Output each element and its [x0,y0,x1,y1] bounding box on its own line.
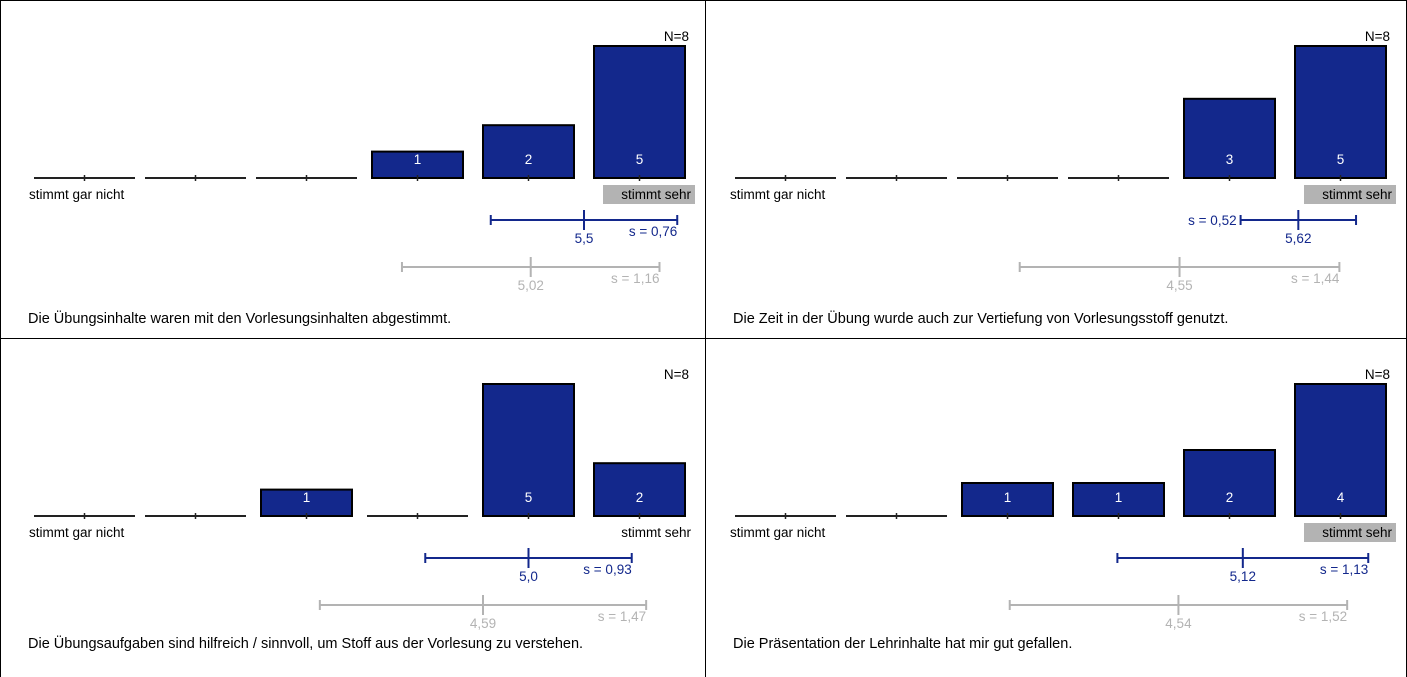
bar-4 [371,150,464,180]
bar-value-label: 2 [636,490,644,505]
chart-panel-1: N=8 1 2 5 stimmt gar nicht stimmt sehr 5,5 s = … [1,1,705,338]
right-label-highlight [1304,185,1396,204]
bar-3 [260,488,353,518]
bar-value-label: 5 [636,152,644,167]
bar-value-label: 1 [1115,490,1123,505]
bar-value-label: 1 [414,152,422,167]
chart-panel-3: N=8 1 5 2 stimmt gar nicht stimmt sehr 5,0 s = … [1,339,705,677]
n-label: N=8 [1365,29,1390,44]
bar-5 [1183,449,1276,517]
bar-5 [1183,97,1276,179]
chart-svg-4: N=8 1 1 2 4 stimmt gar nicht stimmt sehr 5,12 s … [730,367,1396,631]
bar-value-label: 4 [1337,490,1345,505]
question-text: Die Zeit in der Übung wurde auch zur Ver… [733,311,1229,327]
bar-value-label: 1 [303,490,311,505]
left-axis-label: stimmt gar nicht [29,187,125,202]
left-axis-label: stimmt gar nicht [730,525,826,540]
comparison-sd-label: s = 1,52 [1299,609,1347,624]
right-label-highlight [603,185,695,204]
right-axis-label: stimmt sehr [621,525,691,540]
bar-6 [1294,383,1387,517]
outer-border-top [0,0,1407,1]
bar-value-label: 2 [1226,490,1234,505]
comparison-mean-label: 4,59 [470,616,496,631]
bar-value-label: 5 [525,490,533,505]
bar-6 [593,462,686,517]
right-axis-label: stimmt sehr [1322,187,1392,202]
mean-mean-label: 5,0 [519,569,538,584]
right-axis-label: stimmt sehr [1322,525,1392,540]
mean-mean-label: 5,62 [1285,231,1311,246]
bar-5 [482,383,575,517]
bar-value-label: 5 [1337,152,1345,167]
right-axis-label: stimmt sehr [621,187,691,202]
bar-value-label: 1 [1004,490,1012,505]
chart-svg-2: N=8 3 5 stimmt gar nicht stimmt sehr 5,62 s = … [730,29,1396,293]
comparison-sd-label: s = 1,16 [611,271,659,286]
comparison-mean-label: 4,55 [1166,278,1192,293]
left-axis-label: stimmt gar nicht [730,187,826,202]
mean-sd-label: s = 0,76 [629,224,677,239]
question-text: Die Übungsaufgaben sind hilfreich / sinn… [28,636,584,652]
comparison-mean-label: 5,02 [518,278,544,293]
chart-svg-3: N=8 1 5 2 stimmt gar nicht stimmt sehr 5,0 s = … [29,367,691,631]
bar-5 [482,124,575,179]
bar-value-label: 2 [525,152,533,167]
question-text: Die Präsentation der Lehrinhalte hat mir… [733,636,1073,652]
n-label: N=8 [664,29,689,44]
horizontal-divider [0,338,1407,339]
mean-mean-label: 5,12 [1230,569,1256,584]
bar-value-label: 3 [1226,152,1234,167]
comparison-sd-label: s = 1,47 [598,609,646,624]
mean-sd-label: s = 1,13 [1320,562,1368,577]
chart-svg-1: N=8 1 2 5 stimmt gar nicht stimmt sehr 5,5 s = … [29,29,695,293]
mean-mean-label: 5,5 [575,231,594,246]
n-label: N=8 [1365,367,1390,382]
question-text: Die Übungsinhalte waren mit den Vorlesun… [28,311,452,327]
left-axis-label: stimmt gar nicht [29,525,125,540]
n-label: N=8 [664,367,689,382]
chart-panel-4: N=8 1 1 2 4 stimmt gar nicht stimmt sehr 5,12 s … [706,339,1406,677]
right-label-highlight [1304,523,1396,542]
comparison-mean-label: 4,54 [1165,616,1192,631]
mean-sd-label: s = 0,93 [583,562,631,577]
mean-sd-label: s = 0,52 [1188,213,1236,228]
chart-panel-2: N=8 3 5 stimmt gar nicht stimmt sehr 5,62 s = … [706,1,1406,338]
comparison-sd-label: s = 1,44 [1291,271,1340,286]
